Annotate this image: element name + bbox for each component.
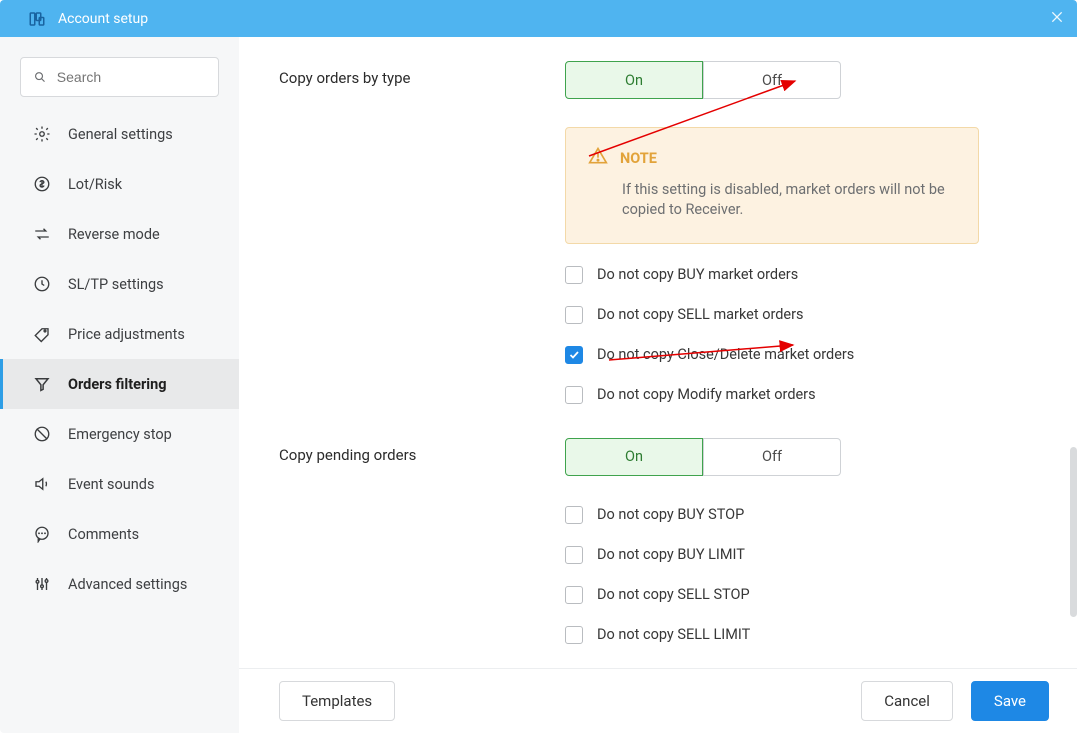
- check-row: Do not copy SELL market orders: [565, 306, 1049, 324]
- gear-icon: [33, 125, 55, 143]
- search-box[interactable]: [20, 57, 219, 97]
- save-button[interactable]: Save: [971, 681, 1049, 721]
- sidebar-item-sl-tp-settings[interactable]: SL/TP settings: [0, 259, 239, 309]
- checkbox[interactable]: [565, 586, 583, 604]
- note-box: NOTE If this setting is disabled, market…: [565, 127, 979, 244]
- note-title: NOTE: [620, 150, 657, 167]
- checkbox[interactable]: [565, 346, 583, 364]
- check-label: Do not copy SELL LIMIT: [597, 626, 750, 643]
- sound-icon: [33, 475, 55, 493]
- sidebar-item-comments[interactable]: Comments: [0, 509, 239, 559]
- sidebar-item-label: Event sounds: [68, 476, 154, 493]
- app-icon: [28, 10, 46, 28]
- checkbox[interactable]: [565, 266, 583, 284]
- checkbox[interactable]: [565, 306, 583, 324]
- checkbox[interactable]: [565, 546, 583, 564]
- nosign-icon: [33, 425, 55, 443]
- check-label: Do not copy Modify market orders: [597, 386, 816, 403]
- titlebar: Account setup: [0, 0, 1077, 37]
- sidebar-item-label: Emergency stop: [68, 426, 172, 443]
- content-area: Copy orders by type On Off NOTE: [239, 37, 1077, 668]
- search-input[interactable]: [57, 69, 206, 85]
- reverse-icon: [33, 225, 55, 243]
- toggle-on[interactable]: On: [565, 438, 703, 476]
- copy-orders-by-type-toggle: On Off: [565, 61, 841, 99]
- warning-icon: [588, 146, 608, 170]
- comment-icon: [33, 525, 55, 543]
- templates-button[interactable]: Templates: [279, 681, 395, 721]
- check-row: Do not copy BUY market orders: [565, 266, 1049, 284]
- note-body: If this setting is disabled, market orde…: [622, 180, 956, 221]
- filter-icon: [33, 375, 55, 393]
- check-label: Do not copy BUY market orders: [597, 266, 798, 283]
- check-row: Do not copy Modify market orders: [565, 386, 1049, 404]
- check-label: Do not copy BUY STOP: [597, 506, 744, 523]
- dollar-icon: [33, 175, 55, 193]
- sidebar-item-event-sounds[interactable]: Event sounds: [0, 459, 239, 509]
- check-label: Do not copy Close/Delete market orders: [597, 346, 854, 363]
- footer: Templates Cancel Save: [239, 668, 1077, 733]
- check-row: Do not copy SELL LIMIT: [565, 626, 1049, 644]
- check-label: Do not copy SELL STOP: [597, 586, 750, 603]
- clock-icon: [33, 275, 55, 293]
- sidebar-item-lot-risk[interactable]: Lot/Risk: [0, 159, 239, 209]
- sidebar-item-label: Price adjustments: [68, 326, 185, 343]
- close-icon[interactable]: [1049, 9, 1065, 29]
- check-row: Do not copy SELL STOP: [565, 586, 1049, 604]
- sidebar-item-label: Comments: [68, 526, 139, 543]
- toggle-on[interactable]: On: [565, 61, 703, 99]
- toggle-off[interactable]: Off: [703, 61, 841, 99]
- copy-pending-orders-toggle: On Off: [565, 438, 841, 476]
- copy-pending-orders-label: Copy pending orders: [279, 438, 565, 464]
- tag-icon: [33, 325, 55, 343]
- check-row: Do not copy BUY STOP: [565, 506, 1049, 524]
- checkbox[interactable]: [565, 506, 583, 524]
- checkbox[interactable]: [565, 386, 583, 404]
- sidebar-item-orders-filtering[interactable]: Orders filtering: [0, 359, 239, 409]
- window-title: Account setup: [58, 11, 1049, 27]
- sidebar-item-label: General settings: [68, 126, 173, 143]
- sidebar-item-general-settings[interactable]: General settings: [0, 109, 239, 159]
- sidebar: General settings Lot/Risk Reverse mode SL/T…: [0, 37, 239, 733]
- check-label: Do not copy BUY LIMIT: [597, 546, 745, 563]
- sidebar-item-reverse-mode[interactable]: Reverse mode: [0, 209, 239, 259]
- sidebar-item-emergency-stop[interactable]: Emergency stop: [0, 409, 239, 459]
- check-label: Do not copy SELL market orders: [597, 306, 804, 323]
- sidebar-item-label: Lot/Risk: [68, 176, 122, 193]
- sidebar-item-label: Advanced settings: [68, 576, 187, 593]
- sliders-icon: [33, 575, 55, 593]
- sidebar-item-label: SL/TP settings: [68, 276, 164, 293]
- sidebar-item-advanced-settings[interactable]: Advanced settings: [0, 559, 239, 609]
- check-row: Do not copy BUY LIMIT: [565, 546, 1049, 564]
- check-row: Do not copy Close/Delete market orders: [565, 346, 1049, 364]
- sidebar-item-label: Orders filtering: [68, 376, 167, 393]
- checkbox[interactable]: [565, 626, 583, 644]
- search-icon: [33, 69, 47, 85]
- toggle-off[interactable]: Off: [703, 438, 841, 476]
- sidebar-item-price-adjustments[interactable]: Price adjustments: [0, 309, 239, 359]
- cancel-button[interactable]: Cancel: [861, 681, 953, 721]
- copy-orders-by-type-label: Copy orders by type: [279, 61, 565, 87]
- scrollbar[interactable]: [1070, 447, 1077, 617]
- sidebar-item-label: Reverse mode: [68, 226, 160, 243]
